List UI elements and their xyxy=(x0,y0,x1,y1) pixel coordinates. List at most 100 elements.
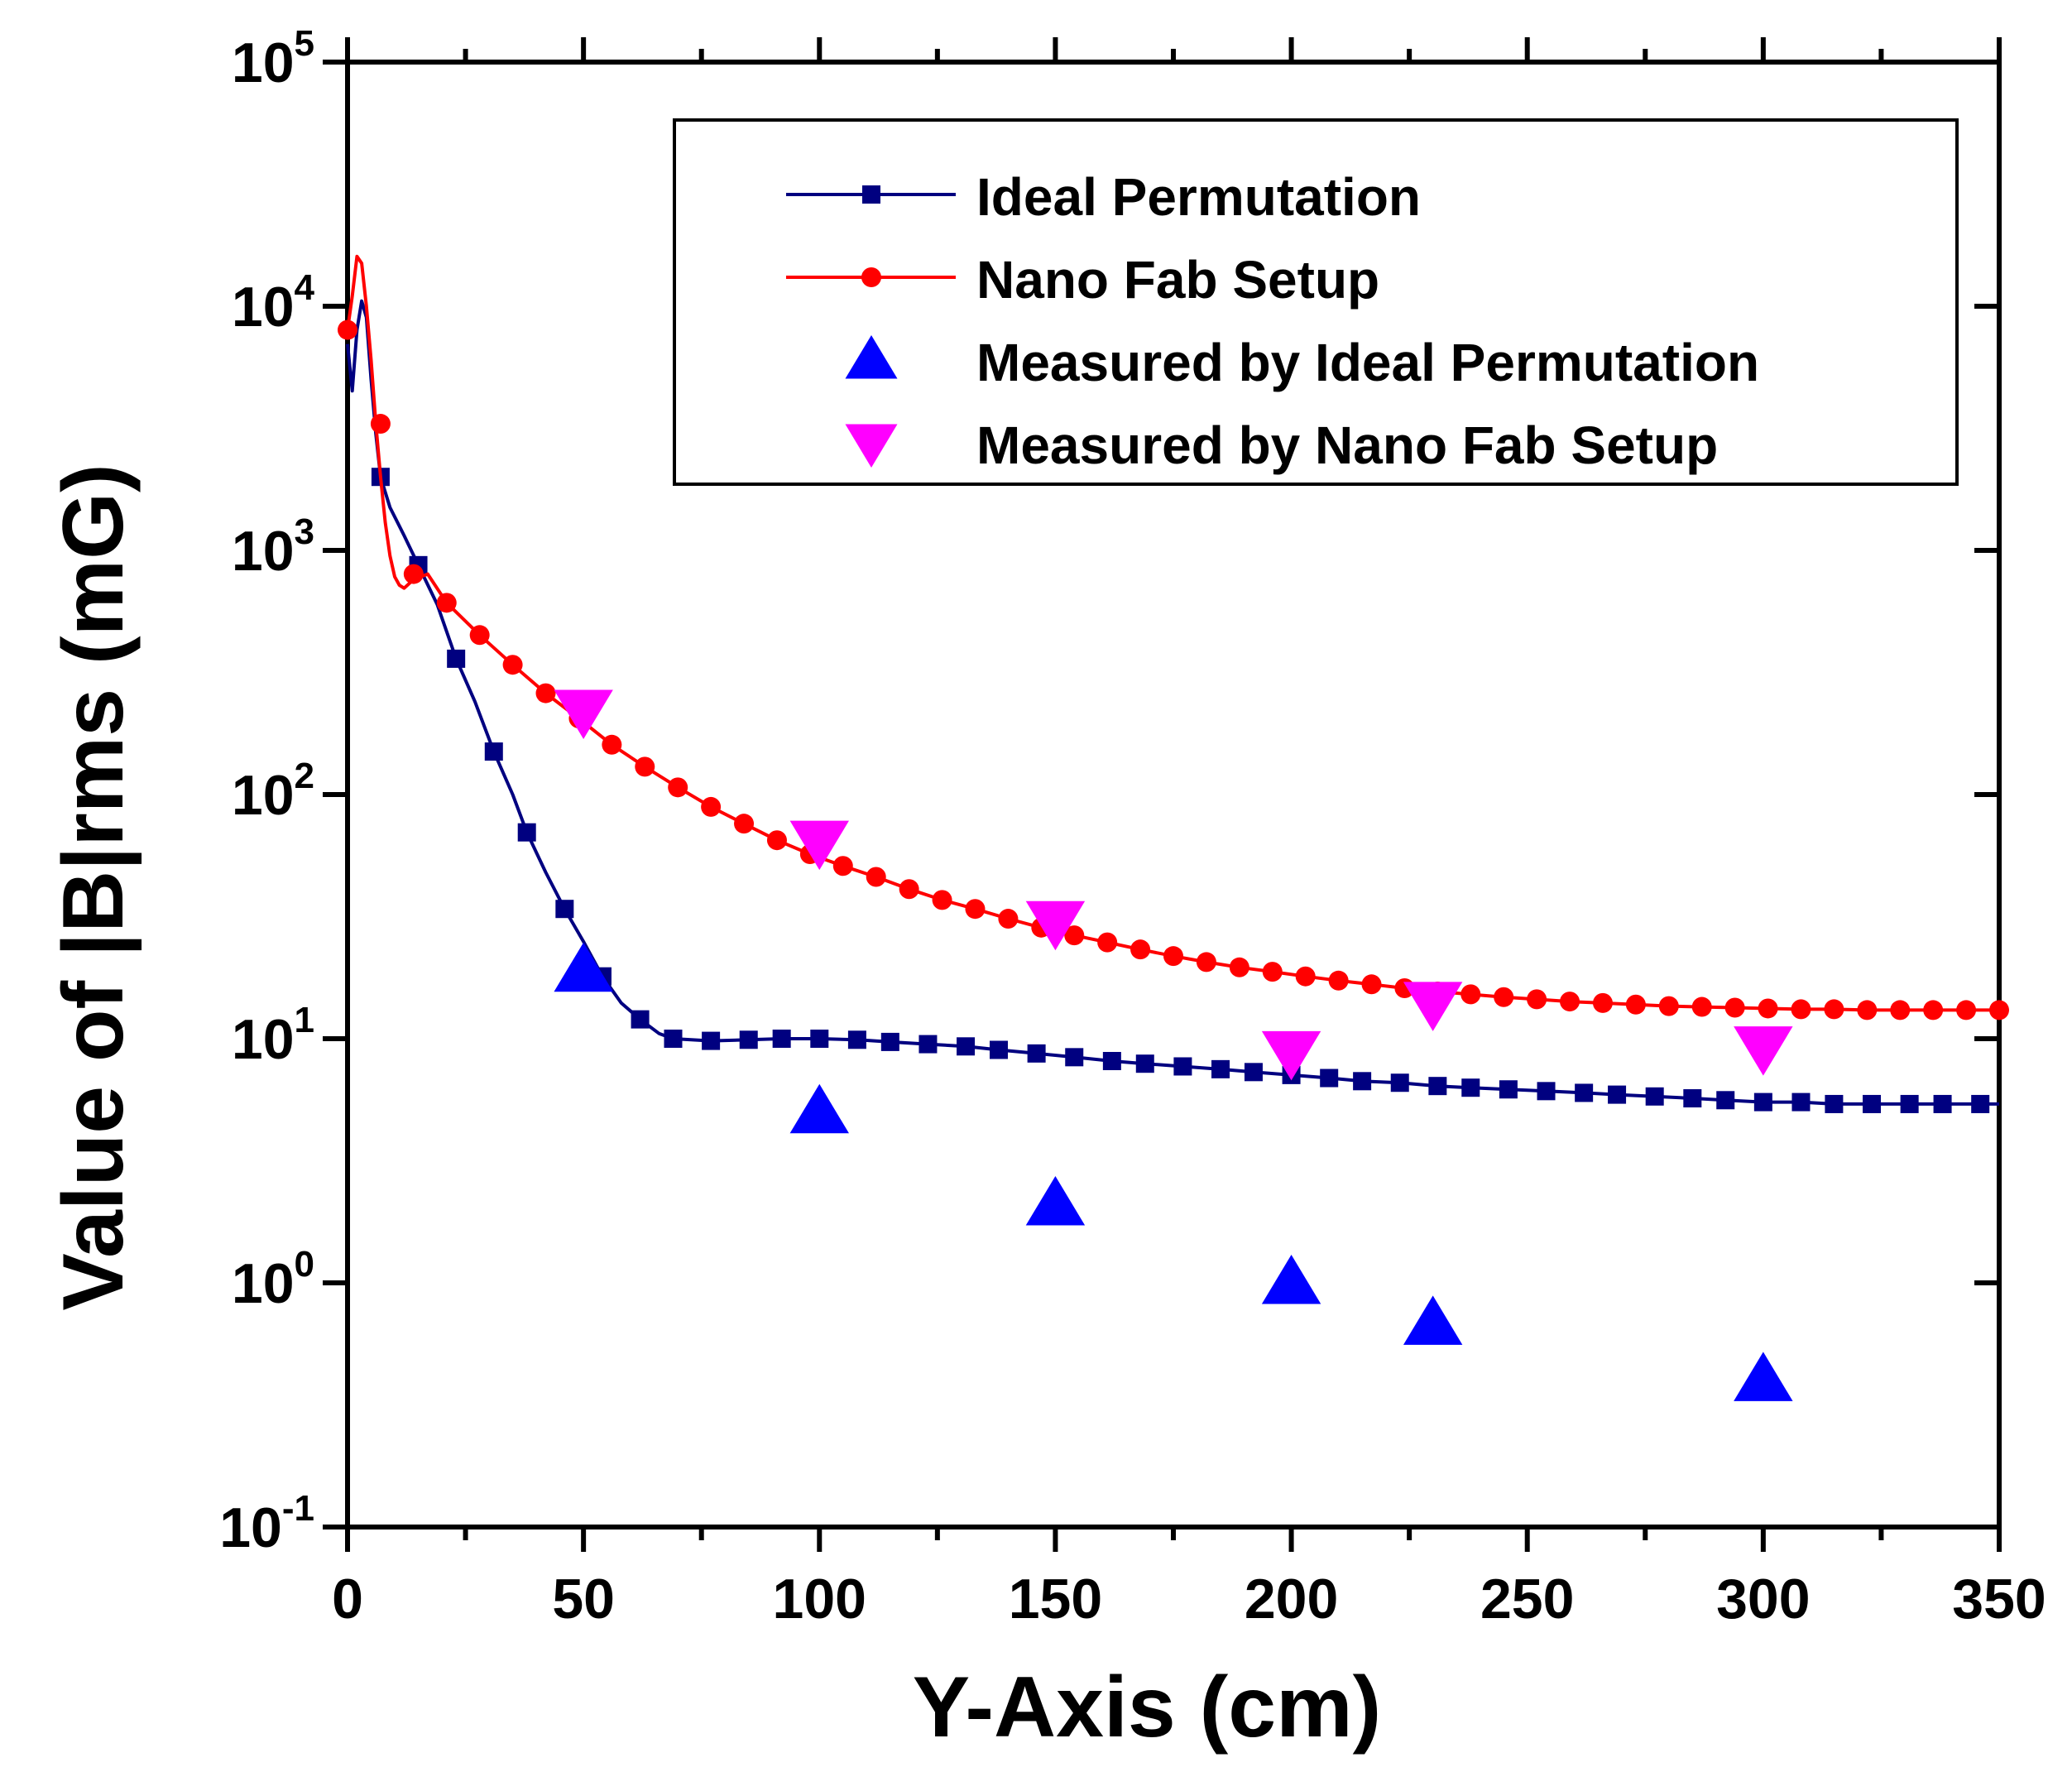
legend-item: Measured by Ideal Permutation xyxy=(845,333,1759,392)
data-point xyxy=(484,742,503,761)
series-nano-fab-setup xyxy=(338,254,2009,1020)
data-point xyxy=(1211,1059,1230,1078)
data-point xyxy=(1295,966,1316,987)
data-point xyxy=(338,319,357,340)
data-point xyxy=(1499,1080,1518,1099)
data-point xyxy=(1683,1089,1702,1108)
data-point xyxy=(1353,1072,1372,1091)
data-point xyxy=(1724,997,1745,1018)
legend-label: Nano Fab Setup xyxy=(976,250,1379,310)
y-tick-label: 102 xyxy=(232,756,314,827)
data-point xyxy=(1863,1094,1882,1113)
data-point xyxy=(1933,1094,1952,1113)
data-point xyxy=(932,890,952,910)
data-point xyxy=(1196,952,1216,972)
data-point xyxy=(1890,1000,1911,1020)
data-point xyxy=(1135,1054,1154,1073)
data-point xyxy=(739,1030,758,1049)
legend-item: Ideal Permutation xyxy=(786,167,1421,227)
x-tick-label: 0 xyxy=(332,1568,363,1630)
data-point xyxy=(1791,1092,1811,1112)
data-point xyxy=(701,796,722,817)
data-point xyxy=(965,899,986,920)
y-tick-label: 100 xyxy=(232,1244,314,1315)
data-point xyxy=(1173,1057,1192,1076)
data-point xyxy=(998,909,1019,929)
data-point xyxy=(1825,1094,1844,1113)
data-point xyxy=(555,900,574,919)
data-point xyxy=(1229,957,1249,977)
legend-box xyxy=(673,118,1959,486)
data-point xyxy=(1428,1077,1447,1096)
y-tick-label: 103 xyxy=(232,511,314,583)
data-point xyxy=(664,1030,683,1048)
data-point xyxy=(734,814,755,834)
data-point xyxy=(1824,999,1844,1020)
data-point xyxy=(1537,1082,1556,1101)
series-measured-by-nano-fab-setup xyxy=(554,689,1793,1081)
data-point xyxy=(469,625,490,646)
data-point xyxy=(602,734,622,755)
data-point xyxy=(866,867,886,887)
data-point xyxy=(1494,987,1514,1007)
data-point xyxy=(631,1010,650,1029)
data-point xyxy=(535,683,556,704)
data-point xyxy=(1261,1255,1321,1304)
data-point xyxy=(554,689,613,739)
data-point xyxy=(1753,1092,1772,1112)
data-point xyxy=(899,879,919,900)
data-point xyxy=(436,593,457,613)
data-point xyxy=(1102,1051,1121,1070)
y-tick-label: 101 xyxy=(232,1000,314,1071)
data-point xyxy=(1262,962,1283,982)
data-point xyxy=(847,1030,866,1049)
data-point xyxy=(1645,1087,1664,1106)
data-point xyxy=(1320,1068,1339,1088)
data-point xyxy=(1560,992,1580,1012)
data-point xyxy=(1716,1091,1735,1110)
data-point xyxy=(766,830,787,851)
data-point xyxy=(1025,900,1086,951)
x-axis-label: Y-Axis (cm) xyxy=(913,1659,1381,1755)
data-point xyxy=(1608,1085,1627,1104)
legend-label: Ideal Permutation xyxy=(976,167,1421,227)
series-ideal-permutation xyxy=(346,299,1999,1113)
data-point xyxy=(772,1030,791,1048)
data-point xyxy=(1027,1044,1046,1063)
data-point xyxy=(1691,996,1712,1017)
data-point xyxy=(1403,1295,1463,1345)
x-tick-label: 200 xyxy=(1245,1568,1338,1630)
data-point xyxy=(668,777,688,798)
legend-item: Measured by Nano Fab Setup xyxy=(845,415,1718,475)
data-point xyxy=(1734,1026,1793,1076)
data-point xyxy=(502,655,523,675)
legend-marker xyxy=(861,267,881,287)
data-point xyxy=(1575,1083,1594,1102)
data-point xyxy=(1527,989,1547,1010)
data-point xyxy=(1900,1094,1919,1113)
data-point xyxy=(1971,1094,1990,1113)
x-tick-label: 350 xyxy=(1952,1568,2046,1630)
data-point xyxy=(1328,970,1349,991)
data-point xyxy=(789,1083,849,1134)
data-point xyxy=(810,1030,829,1048)
data-point xyxy=(1244,1063,1263,1082)
data-point xyxy=(702,1031,721,1050)
legend-marker xyxy=(862,185,880,204)
legend-marker xyxy=(845,424,898,468)
data-point xyxy=(832,856,853,876)
x-tick-label: 100 xyxy=(773,1568,866,1630)
data-point xyxy=(1461,1078,1480,1097)
data-point xyxy=(1025,1175,1086,1226)
data-point xyxy=(989,1040,1008,1059)
y-tick-label: 104 xyxy=(232,267,315,339)
data-point xyxy=(1758,998,1778,1019)
x-tick-label: 300 xyxy=(1716,1568,1810,1630)
data-point xyxy=(1065,1048,1084,1067)
data-point xyxy=(403,564,424,584)
axis-ticks xyxy=(323,37,2002,1552)
x-tick-label: 50 xyxy=(552,1568,615,1630)
data-point xyxy=(957,1037,976,1056)
data-point xyxy=(880,1032,899,1051)
